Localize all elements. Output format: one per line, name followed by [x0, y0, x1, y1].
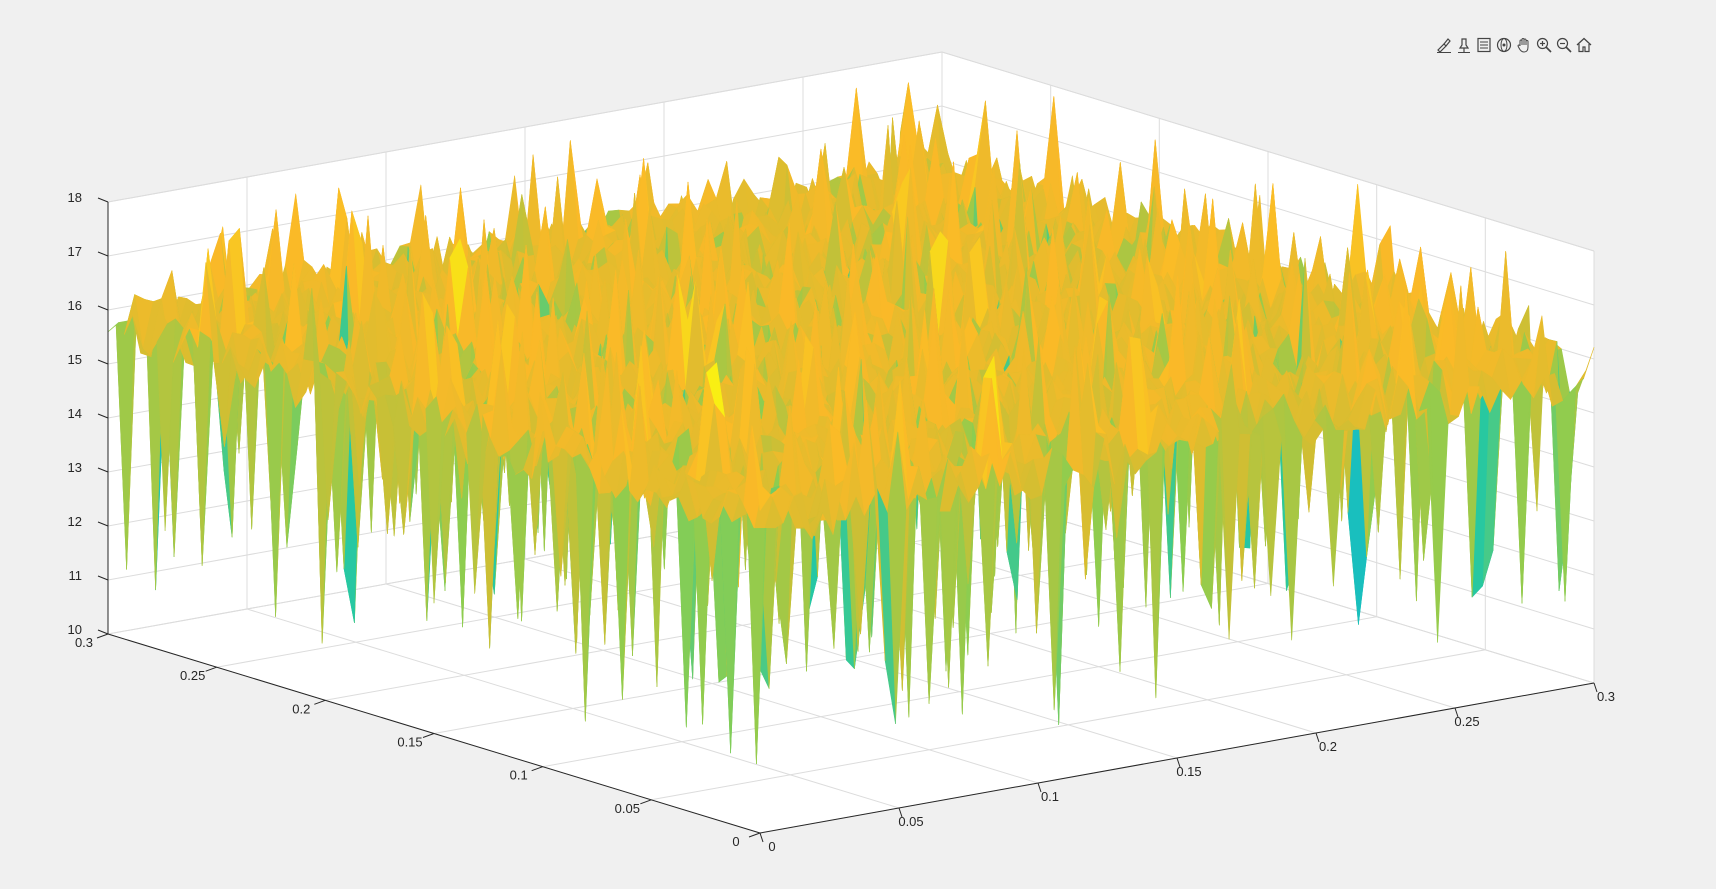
grid-line-z — [107, 105, 1595, 306]
box-top-edge — [107, 51, 1595, 252]
surface-mesh — [107, 82, 1595, 765]
